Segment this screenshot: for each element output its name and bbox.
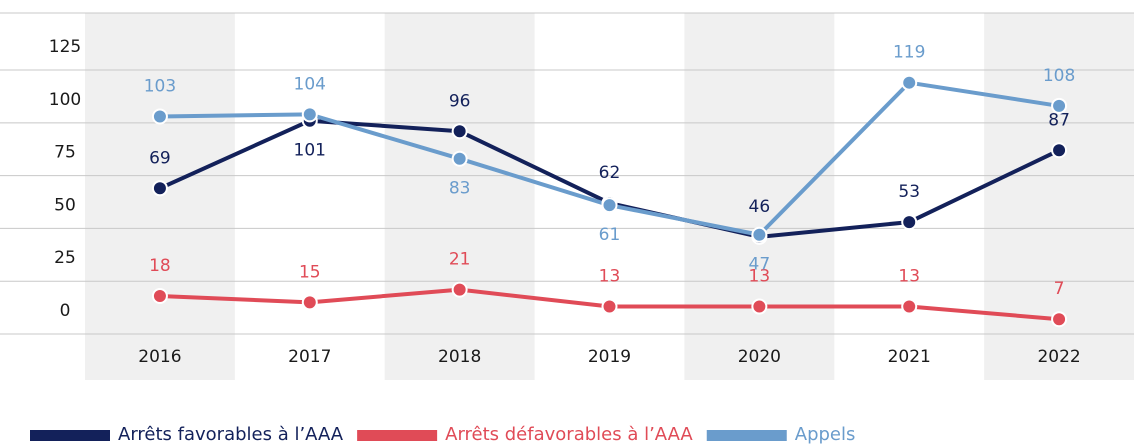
data-point xyxy=(301,294,318,311)
data-label: 13 xyxy=(898,267,920,287)
data-label: 7 xyxy=(1054,279,1065,299)
data-point xyxy=(751,226,768,243)
data-label: 96 xyxy=(449,91,471,111)
legend-label: Appels xyxy=(795,424,856,444)
data-label: 13 xyxy=(749,267,771,287)
data-point xyxy=(451,123,468,140)
data-label: 13 xyxy=(599,267,621,287)
data-label: 103 xyxy=(144,76,176,96)
y-tick-label: 100 xyxy=(49,90,81,110)
data-point xyxy=(901,74,918,91)
data-point xyxy=(151,108,168,125)
y-tick-label: 75 xyxy=(54,143,76,163)
x-tick-label: 2022 xyxy=(1037,347,1080,367)
legend-swatch xyxy=(706,430,787,441)
data-point xyxy=(151,180,168,197)
data-label: 69 xyxy=(149,148,171,168)
column-band xyxy=(384,13,535,380)
data-label: 108 xyxy=(1043,66,1075,86)
data-label: 104 xyxy=(294,74,326,94)
data-point xyxy=(751,298,768,315)
data-point xyxy=(1051,97,1068,114)
data-label: 15 xyxy=(299,262,321,282)
column-band xyxy=(85,13,235,380)
x-tick-label: 2018 xyxy=(438,347,481,367)
data-label: 83 xyxy=(449,179,471,199)
legend-swatch xyxy=(357,430,438,441)
legend-label: Arrêts favorables à l’AAA xyxy=(118,424,344,444)
data-point xyxy=(901,298,918,315)
data-point xyxy=(1051,311,1068,328)
data-point xyxy=(601,197,618,214)
data-label: 46 xyxy=(749,197,771,217)
data-label: 87 xyxy=(1048,110,1070,130)
data-label: 61 xyxy=(599,225,621,245)
data-label: 18 xyxy=(149,256,171,276)
data-point xyxy=(151,287,168,304)
data-label: 62 xyxy=(599,163,621,183)
data-label: 47 xyxy=(749,255,771,275)
data-point xyxy=(901,214,918,231)
legend-swatch xyxy=(30,430,110,441)
column-band xyxy=(684,13,835,380)
legend-label: Arrêts défavorables à l’AAA xyxy=(445,424,693,444)
x-tick-label: 2019 xyxy=(588,347,631,367)
data-label: 21 xyxy=(449,250,471,270)
x-tick-label: 2016 xyxy=(138,347,181,367)
data-point xyxy=(1051,142,1068,159)
data-point xyxy=(301,106,318,123)
x-tick-label: 2020 xyxy=(738,347,781,367)
y-tick-label: 50 xyxy=(54,195,76,215)
x-tick-label: 2021 xyxy=(888,347,931,367)
data-label: 119 xyxy=(893,43,925,63)
data-label: 101 xyxy=(294,141,326,161)
y-tick-label: 125 xyxy=(49,37,81,57)
data-point xyxy=(451,281,468,298)
data-point xyxy=(451,150,468,167)
data-label: 53 xyxy=(898,182,920,202)
x-tick-label: 2017 xyxy=(288,347,331,367)
data-point xyxy=(601,298,618,315)
y-tick-label: 0 xyxy=(60,301,71,321)
y-tick-label: 25 xyxy=(54,248,76,268)
